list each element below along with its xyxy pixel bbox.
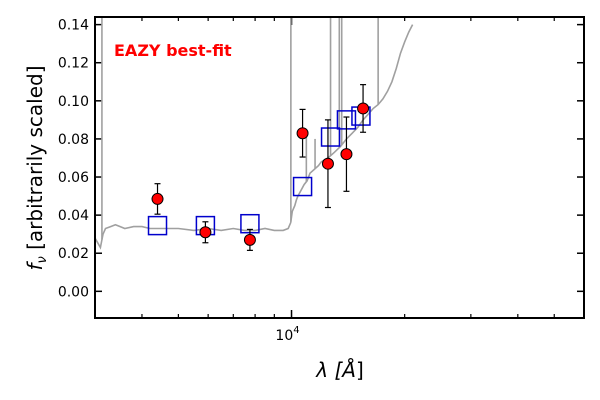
y-axis-subscript: ν	[35, 256, 50, 263]
y-axis-label: fν [arbitrarily scaled]	[23, 65, 50, 270]
x-axis-bracket: ]	[356, 358, 364, 382]
y-tick-label: 0.14	[58, 18, 89, 34]
model-photometry-square	[292, 176, 313, 197]
observed-point	[357, 102, 370, 115]
observed-point	[199, 226, 212, 239]
x-axis-label: λ [Å]	[315, 358, 364, 382]
y-tick-label: 0.10	[58, 94, 89, 110]
ticks-layer: 0.00 0.02 0.04 0.06 0.08 0.10 0.12 0.14 104	[58, 17, 584, 344]
y-axis-label-group: fν [arbitrarily scaled]	[23, 65, 50, 270]
plot-frame	[94, 16, 585, 319]
data-layer	[95, 17, 414, 251]
x-tick-label-base: 10	[275, 328, 293, 344]
y-tick-label: 0.08	[58, 132, 89, 148]
y-tick-label: 0.12	[58, 56, 89, 72]
y-tick-label: 0.04	[58, 208, 89, 224]
observed-point	[321, 157, 334, 170]
observed-point	[243, 233, 256, 246]
annotation-label: EAZY best-fit	[114, 41, 232, 60]
x-tick-label-exponent: 4	[293, 325, 299, 336]
y-tick-label: 0.00	[58, 284, 89, 300]
observed-point	[340, 148, 353, 161]
y-axis-text: [arbitrarily scaled]	[23, 65, 47, 256]
x-axis-symbol: λ [	[315, 358, 343, 382]
y-tick-label: 0.06	[58, 170, 89, 186]
model-photometry-square	[320, 127, 341, 147]
y-axis-symbol: f	[23, 261, 47, 271]
x-tick-label: 104	[275, 325, 299, 344]
y-tick-label: 0.02	[58, 246, 89, 262]
observed-point	[151, 192, 164, 205]
model-photometry-square	[147, 215, 168, 236]
sed-line	[95, 24, 414, 250]
x-axis-unit: Å	[340, 358, 356, 382]
observed-point	[296, 127, 309, 140]
